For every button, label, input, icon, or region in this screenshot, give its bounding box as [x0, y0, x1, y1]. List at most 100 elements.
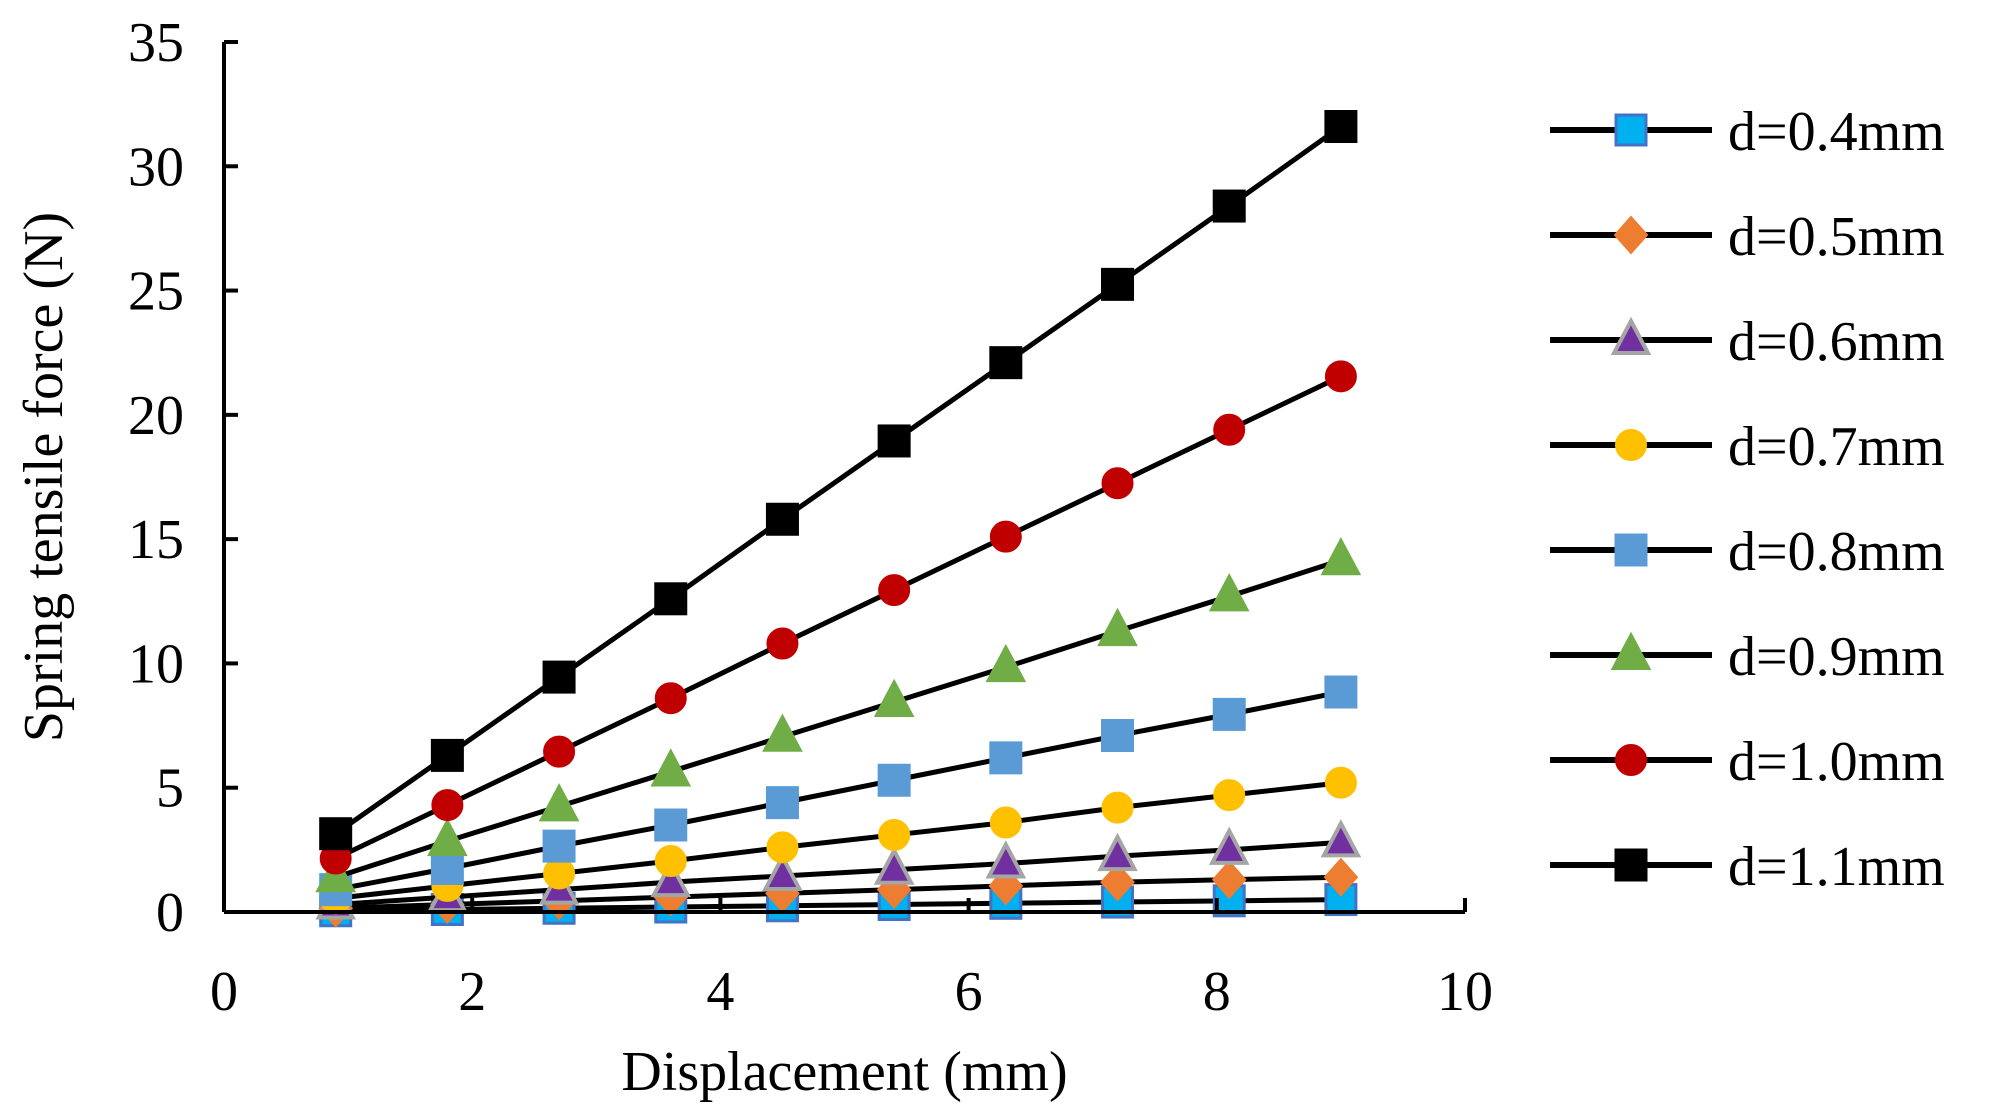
data-point: [1101, 267, 1135, 301]
data-point: [878, 818, 911, 851]
data-point: [989, 806, 1022, 839]
data-point: [650, 748, 692, 787]
legend-item: d=0.8mm: [1550, 521, 1945, 583]
y-tick-label: 5: [156, 758, 184, 820]
legend-item: d=0.6mm: [1550, 311, 1945, 373]
data-point: [873, 678, 915, 717]
data-point: [543, 735, 576, 768]
data-point: [319, 817, 353, 851]
legend-label: d=0.8mm: [1728, 521, 1945, 583]
legend-marker: [1614, 113, 1648, 147]
data-point: [654, 582, 688, 616]
y-tick-label: 0: [156, 882, 184, 944]
legend-item: d=0.9mm: [1550, 626, 1945, 688]
data-point: [1213, 413, 1246, 446]
legend-label: d=1.0mm: [1728, 731, 1945, 793]
data-point: [989, 520, 1022, 553]
series-line: [335, 897, 1341, 914]
data-point: [430, 738, 464, 772]
data-point: [654, 845, 687, 878]
data-point: [766, 627, 799, 660]
legend-marker: [1615, 429, 1647, 461]
data-point: [654, 682, 687, 715]
data-point: [985, 840, 1027, 879]
legend-item: d=1.1mm: [1550, 836, 1945, 898]
data-point: [877, 763, 911, 797]
data-point: [538, 783, 580, 822]
data-point: [985, 643, 1027, 683]
legend-item: d=0.7mm: [1550, 416, 1945, 478]
data-point: [1101, 467, 1134, 500]
data-point: [1100, 862, 1135, 902]
legend-item: d=0.4mm: [1550, 101, 1945, 163]
data-point: [765, 786, 799, 820]
legend-label: d=0.7mm: [1728, 416, 1945, 478]
series-d=1.0mm: [319, 360, 1357, 875]
legend-marker: [1614, 848, 1648, 882]
axis-ticks: 0 5 10 15 20 25 30 35 0 2 4 6 8 10: [128, 12, 1493, 1023]
series-d=1.1mm: [319, 110, 1358, 851]
series-line: [335, 839, 1342, 908]
data-point: [989, 346, 1023, 380]
data-point: [1213, 779, 1246, 812]
series-line: [334, 124, 1343, 836]
x-tick-label: 6: [955, 961, 983, 1023]
data-point: [1101, 719, 1135, 753]
data-point: [1101, 791, 1134, 824]
x-tick-label: 4: [706, 961, 734, 1023]
data-point: [650, 858, 692, 898]
series-line: [335, 780, 1342, 901]
data-point: [1324, 675, 1358, 709]
data-point: [873, 846, 915, 885]
data-point: [543, 857, 576, 890]
data-point: [1097, 607, 1138, 647]
data-point: [427, 817, 468, 857]
x-tick-label: 8: [1203, 961, 1231, 1023]
y-tick-label: 15: [128, 509, 184, 571]
x-tick-label: 10: [1437, 961, 1493, 1023]
data-point: [989, 741, 1023, 775]
data-point: [1211, 860, 1247, 900]
data-point: [1324, 360, 1357, 393]
axes: [222, 42, 1465, 914]
data-point: [1324, 766, 1357, 799]
data-point: [1208, 826, 1250, 865]
y-tick-label: 25: [128, 261, 184, 323]
y-tick-label: 30: [128, 136, 184, 198]
data-point: [430, 852, 464, 885]
data-point: [877, 424, 911, 458]
y-axis-label: Spring tensile force (N): [13, 212, 75, 742]
series-line: [334, 557, 1342, 880]
legend-marker: [1615, 744, 1647, 776]
legend-marker: [1614, 533, 1648, 567]
legend: d=0.4mm d=0.5mm d=0.6mm d=0.7mm d=0.8mm d=0.9…: [1550, 101, 1945, 898]
data-point: [1097, 832, 1138, 872]
legend-label: d=0.5mm: [1728, 206, 1945, 268]
data-point: [878, 574, 911, 607]
y-tick-label: 10: [128, 633, 184, 695]
y-tick-label: 35: [128, 12, 184, 74]
legend-label: d=1.1mm: [1728, 836, 1945, 898]
series-line: [334, 374, 1342, 861]
legend-label: d=0.9mm: [1728, 626, 1945, 688]
series-d=0.9mm: [315, 537, 1362, 893]
data-point: [1320, 537, 1362, 576]
series-line: [335, 689, 1342, 893]
x-tick-label: 0: [210, 961, 238, 1023]
data-point: [762, 713, 803, 752]
data-point: [542, 829, 576, 863]
data-point: [542, 660, 576, 694]
data-point: [765, 502, 799, 536]
legend-label: d=0.6mm: [1728, 311, 1945, 373]
data-point: [1212, 189, 1246, 223]
x-tick-label: 2: [458, 961, 486, 1023]
data-point: [654, 808, 688, 842]
y-tick-label: 20: [128, 385, 184, 447]
legend-label: d=0.4mm: [1728, 101, 1945, 163]
data-point: [1324, 110, 1358, 144]
data-point: [1208, 573, 1250, 612]
legend-marker: [1610, 316, 1652, 355]
legend-item: d=1.0mm: [1550, 731, 1945, 793]
